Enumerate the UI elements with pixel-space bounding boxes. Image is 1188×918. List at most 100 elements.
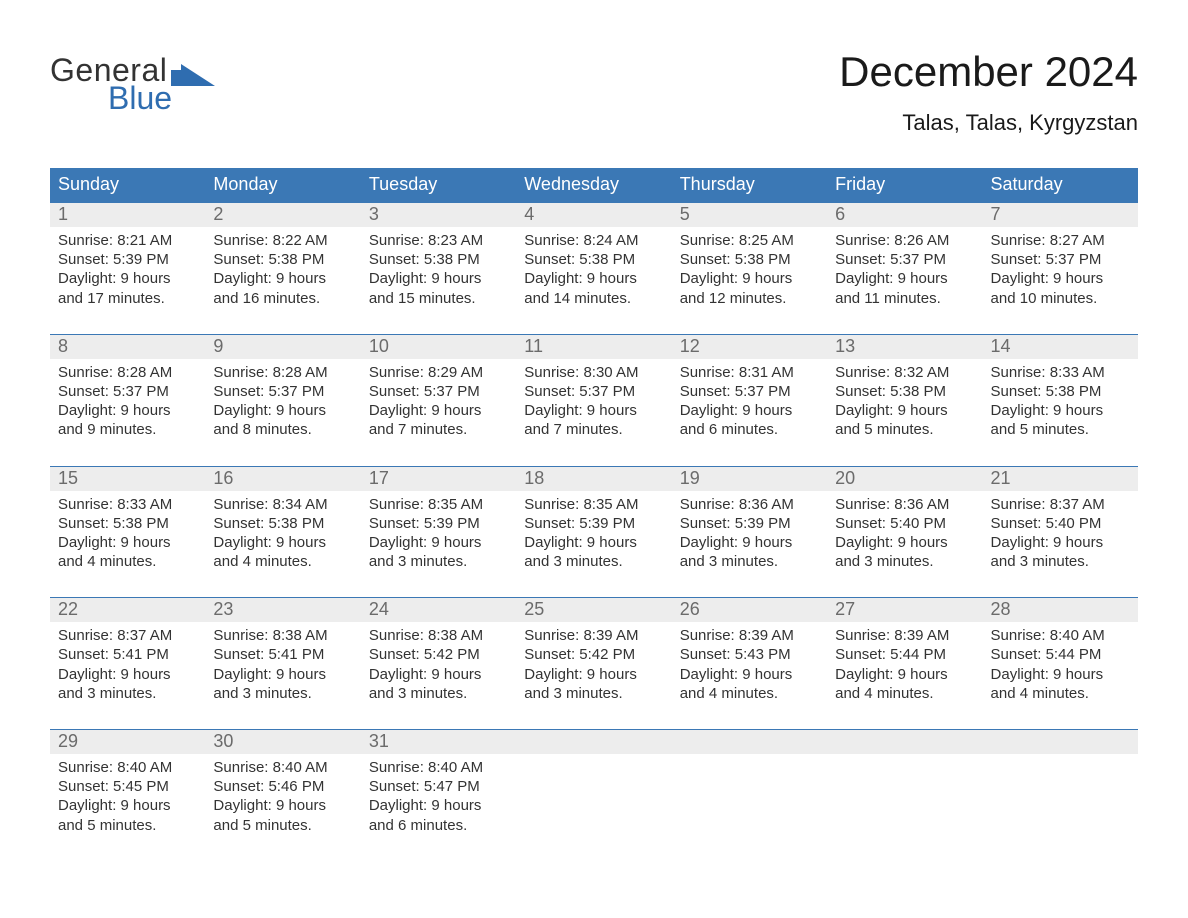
day-number: 3 (369, 204, 508, 225)
daylight-line-1: Daylight: 9 hours (524, 533, 663, 552)
daylight-line-2: and 5 minutes. (991, 420, 1130, 439)
daylight-line-2: and 3 minutes. (524, 684, 663, 703)
daylight-line-2: and 4 minutes. (835, 684, 974, 703)
daylight-line-2: and 4 minutes. (213, 552, 352, 571)
logo-flag-icon (171, 64, 215, 86)
daylight-line-1: Daylight: 9 hours (213, 665, 352, 684)
sunset-line: Sunset: 5:37 PM (213, 382, 352, 401)
logo-word-2: Blue (108, 82, 172, 114)
day-number: 10 (369, 336, 508, 357)
day-number-strip: 15 (50, 467, 205, 491)
sunrise-line: Sunrise: 8:40 AM (991, 626, 1130, 645)
week-row: 29Sunrise: 8:40 AMSunset: 5:45 PMDayligh… (50, 729, 1138, 843)
day-number: 19 (680, 468, 819, 489)
daylight-line-2: and 7 minutes. (369, 420, 508, 439)
day-cell: 9Sunrise: 8:28 AMSunset: 5:37 PMDaylight… (205, 335, 360, 448)
day-number-strip: 29 (50, 730, 205, 754)
sunset-line: Sunset: 5:38 PM (680, 250, 819, 269)
sunset-line: Sunset: 5:42 PM (369, 645, 508, 664)
header-block: General Blue December 2024 Talas, Talas,… (50, 48, 1138, 136)
day-number-strip: 4 (516, 203, 671, 227)
sunrise-line: Sunrise: 8:30 AM (524, 363, 663, 382)
weekday-header: Thursday (672, 168, 827, 202)
day-number: 15 (58, 468, 197, 489)
daylight-line-1: Daylight: 9 hours (835, 401, 974, 420)
daylight-line-2: and 3 minutes. (58, 684, 197, 703)
day-number: 11 (524, 336, 663, 357)
day-number-strip: 5 (672, 203, 827, 227)
day-number-strip: 27 (827, 598, 982, 622)
daylight-line-1: Daylight: 9 hours (369, 533, 508, 552)
daylight-line-2: and 11 minutes. (835, 289, 974, 308)
day-number-strip (672, 730, 827, 754)
calendar: Sunday Monday Tuesday Wednesday Thursday… (50, 168, 1138, 843)
day-number: 1 (58, 204, 197, 225)
day-number-strip: 8 (50, 335, 205, 359)
daylight-line-1: Daylight: 9 hours (58, 533, 197, 552)
daylight-line-1: Daylight: 9 hours (835, 665, 974, 684)
day-number: 30 (213, 731, 352, 752)
sunrise-line: Sunrise: 8:39 AM (680, 626, 819, 645)
daylight-line-2: and 4 minutes. (680, 684, 819, 703)
day-cell (983, 730, 1138, 843)
daylight-line-1: Daylight: 9 hours (991, 665, 1130, 684)
day-number: 22 (58, 599, 197, 620)
day-number: 28 (991, 599, 1130, 620)
sunrise-line: Sunrise: 8:40 AM (369, 758, 508, 777)
daylight-line-2: and 14 minutes. (524, 289, 663, 308)
sunrise-line: Sunrise: 8:23 AM (369, 231, 508, 250)
week-row: 22Sunrise: 8:37 AMSunset: 5:41 PMDayligh… (50, 597, 1138, 711)
day-number: 18 (524, 468, 663, 489)
day-number-strip (827, 730, 982, 754)
daylight-line-1: Daylight: 9 hours (213, 269, 352, 288)
daylight-line-2: and 17 minutes. (58, 289, 197, 308)
sunrise-line: Sunrise: 8:27 AM (991, 231, 1130, 250)
day-number: 29 (58, 731, 197, 752)
day-number-strip: 16 (205, 467, 360, 491)
daylight-line-1: Daylight: 9 hours (58, 796, 197, 815)
daylight-line-2: and 5 minutes. (213, 816, 352, 835)
day-number: 13 (835, 336, 974, 357)
day-cell: 2Sunrise: 8:22 AMSunset: 5:38 PMDaylight… (205, 203, 360, 316)
day-cell: 10Sunrise: 8:29 AMSunset: 5:37 PMDayligh… (361, 335, 516, 448)
daylight-line-2: and 6 minutes. (369, 816, 508, 835)
daylight-line-1: Daylight: 9 hours (58, 401, 197, 420)
page-title: December 2024 (839, 48, 1138, 96)
day-number-strip: 13 (827, 335, 982, 359)
title-block: December 2024 Talas, Talas, Kyrgyzstan (839, 48, 1138, 136)
sunrise-line: Sunrise: 8:29 AM (369, 363, 508, 382)
weekday-header: Tuesday (361, 168, 516, 202)
day-number: 6 (835, 204, 974, 225)
daylight-line-2: and 6 minutes. (680, 420, 819, 439)
sunset-line: Sunset: 5:41 PM (58, 645, 197, 664)
sunrise-line: Sunrise: 8:25 AM (680, 231, 819, 250)
sunset-line: Sunset: 5:39 PM (680, 514, 819, 533)
daylight-line-2: and 3 minutes. (369, 684, 508, 703)
day-number: 9 (213, 336, 352, 357)
sunrise-line: Sunrise: 8:40 AM (58, 758, 197, 777)
daylight-line-1: Daylight: 9 hours (680, 665, 819, 684)
sunrise-line: Sunrise: 8:35 AM (369, 495, 508, 514)
weekday-header: Sunday (50, 168, 205, 202)
day-number-strip: 3 (361, 203, 516, 227)
sunrise-line: Sunrise: 8:24 AM (524, 231, 663, 250)
day-number: 20 (835, 468, 974, 489)
day-cell: 12Sunrise: 8:31 AMSunset: 5:37 PMDayligh… (672, 335, 827, 448)
sunrise-line: Sunrise: 8:39 AM (835, 626, 974, 645)
day-number-strip: 6 (827, 203, 982, 227)
day-number-strip: 31 (361, 730, 516, 754)
daylight-line-1: Daylight: 9 hours (991, 533, 1130, 552)
daylight-line-2: and 10 minutes. (991, 289, 1130, 308)
day-cell: 8Sunrise: 8:28 AMSunset: 5:37 PMDaylight… (50, 335, 205, 448)
sunset-line: Sunset: 5:40 PM (835, 514, 974, 533)
day-cell (672, 730, 827, 843)
day-number: 7 (991, 204, 1130, 225)
sunset-line: Sunset: 5:40 PM (991, 514, 1130, 533)
sunrise-line: Sunrise: 8:35 AM (524, 495, 663, 514)
sunset-line: Sunset: 5:37 PM (680, 382, 819, 401)
daylight-line-1: Daylight: 9 hours (680, 401, 819, 420)
day-number-strip: 19 (672, 467, 827, 491)
day-number: 5 (680, 204, 819, 225)
day-number-strip: 12 (672, 335, 827, 359)
day-number-strip (983, 730, 1138, 754)
